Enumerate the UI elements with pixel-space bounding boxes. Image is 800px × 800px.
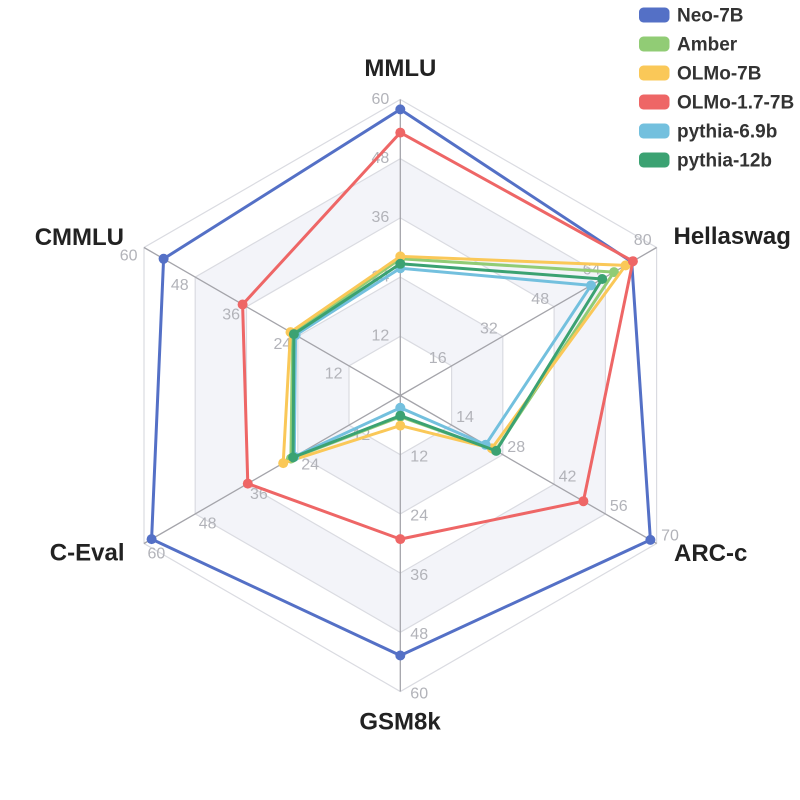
svg-text:60: 60 [372, 91, 390, 108]
svg-text:48: 48 [372, 150, 390, 167]
svg-text:CMMLU: CMMLU [35, 224, 124, 251]
svg-text:MMLU: MMLU [364, 55, 436, 82]
svg-text:pythia-6.9b: pythia-6.9b [677, 122, 777, 143]
svg-text:Hellaswag: Hellaswag [674, 223, 791, 250]
svg-text:48: 48 [531, 291, 549, 308]
svg-text:Neo-7B: Neo-7B [677, 6, 744, 27]
svg-text:48: 48 [199, 516, 217, 533]
svg-text:12: 12 [325, 366, 343, 383]
svg-text:ARC-c: ARC-c [674, 540, 747, 567]
svg-text:24: 24 [274, 336, 292, 353]
svg-text:GSM8k: GSM8k [359, 709, 441, 736]
svg-text:56: 56 [610, 498, 628, 515]
svg-text:OLMo-1.7-7B: OLMo-1.7-7B [677, 93, 794, 114]
svg-text:42: 42 [559, 468, 577, 485]
svg-text:80: 80 [634, 232, 652, 249]
svg-text:60: 60 [120, 247, 138, 264]
svg-text:28: 28 [507, 439, 525, 456]
svg-text:36: 36 [410, 567, 428, 584]
svg-text:24: 24 [301, 457, 319, 474]
svg-text:OLMo-7B: OLMo-7B [677, 64, 761, 85]
svg-text:48: 48 [410, 626, 428, 643]
svg-text:C-Eval: C-Eval [50, 540, 125, 567]
svg-text:48: 48 [171, 277, 189, 294]
svg-text:12: 12 [372, 328, 390, 345]
svg-text:Amber: Amber [677, 35, 738, 56]
svg-text:60: 60 [148, 545, 166, 562]
svg-text:36: 36 [372, 209, 390, 226]
svg-text:14: 14 [456, 409, 474, 426]
svg-text:16: 16 [429, 350, 447, 367]
svg-text:60: 60 [410, 685, 428, 702]
svg-text:70: 70 [661, 528, 679, 545]
svg-text:pythia-12b: pythia-12b [677, 151, 772, 172]
svg-text:12: 12 [410, 449, 428, 466]
svg-text:36: 36 [222, 307, 240, 324]
svg-text:32: 32 [480, 321, 498, 338]
svg-text:24: 24 [410, 508, 428, 525]
